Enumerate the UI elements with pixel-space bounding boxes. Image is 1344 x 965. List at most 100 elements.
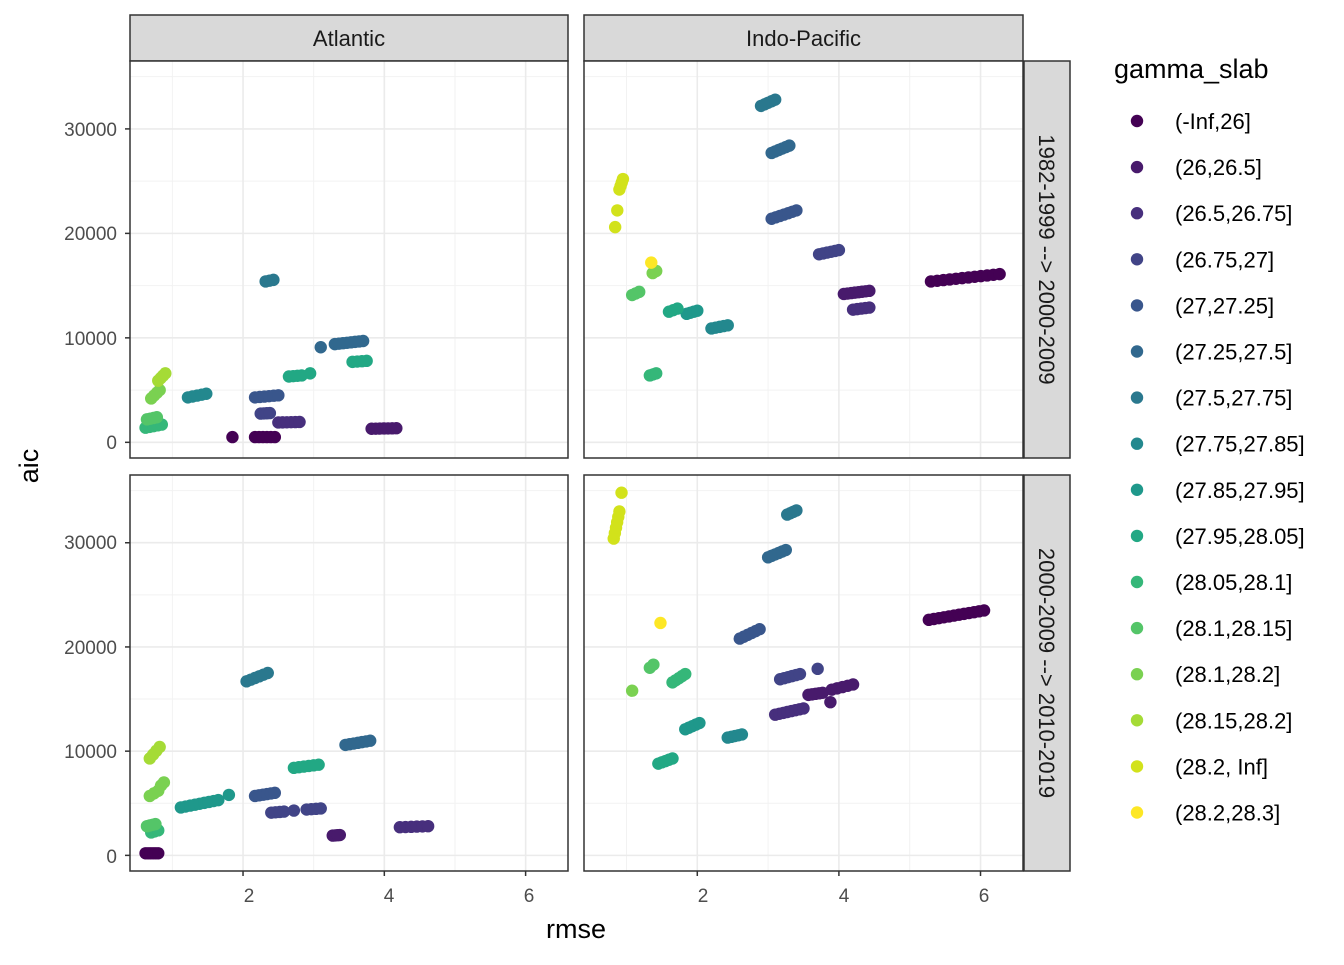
data-point-(26.5,26.75]: [797, 702, 810, 715]
y-tick-label-0-row-1: 0: [106, 433, 117, 454]
data-point-(27.85,27.95]: [691, 304, 704, 317]
panel-background: [130, 475, 568, 871]
legend-label: (-Inf,26]: [1175, 109, 1251, 134]
legend-item: (27.5,27.75]: [1130, 386, 1292, 411]
legend-item: (27.75,27.85]: [1130, 432, 1305, 457]
data-point-(26,26.5]: [824, 695, 837, 709]
data-point-(27.95,28.05]: [312, 758, 325, 771]
legend-key-dot: [1130, 160, 1144, 174]
data-point-(27.85,27.95]: [212, 793, 225, 807]
data-point-(28.1,28.2]: [157, 776, 171, 789]
data-point-(28.1,28.15]: [150, 411, 164, 424]
data-point-(26,26.5]: [863, 284, 876, 298]
data-point-(28.1,28.2]: [625, 684, 639, 697]
legend-items: (-Inf,26] (26,26.5] (26.5,26.75] (26.75,27]…: [1130, 109, 1305, 826]
legend-item: (28.1,28.2]: [1130, 662, 1280, 687]
data-point-(27.5,27.75]: [768, 93, 782, 106]
data-point-(26.75,27]: [811, 662, 824, 676]
data-point-(26.75,27]: [832, 243, 846, 257]
legend-key-dot: [1130, 207, 1144, 220]
legend-item: (27.85,27.95]: [1130, 478, 1305, 503]
legend-item: (27,27.25]: [1130, 293, 1274, 318]
data-point-(27.25,27.5]: [363, 734, 377, 747]
panel-indo-pacific-row-2: [583, 474, 1024, 876]
panel-border: [583, 474, 1024, 872]
x-tick-label-4-atlantic: 4: [384, 886, 395, 907]
data-point-(28.2,28.3]: [645, 256, 658, 269]
data-point-(27.95,28.05]: [666, 752, 679, 765]
data-point-(27,27.25]: [753, 623, 766, 636]
data-point-(-Inf,26]: [993, 267, 1006, 281]
legend-key-dot: [1130, 114, 1144, 128]
data-point-(28.2, Inf]: [611, 204, 624, 217]
legend-key-dot: [1130, 668, 1144, 681]
x-axis-ticks-atlantic: 2 4 6: [244, 886, 535, 907]
legend-label: (26,26.5]: [1175, 155, 1262, 180]
legend-item: (28.05,28.1]: [1130, 570, 1292, 595]
data-point-(27.5,27.75]: [261, 666, 274, 680]
legend-key-dot: [1130, 621, 1144, 635]
data-point-(26.75,27]: [287, 804, 301, 817]
legend-item: (26.5,26.75]: [1130, 201, 1292, 226]
y-tick-label-30000-row-2: 30000: [64, 533, 117, 554]
x-tick-label-6-atlantic: 6: [524, 886, 535, 907]
data-point-(-Inf,26]: [226, 430, 239, 444]
data-point-(26.75,27]: [277, 805, 291, 818]
y-tick-label-0-row-2: 0: [106, 847, 117, 868]
data-point-(28.2, Inf]: [613, 505, 626, 518]
data-point-(27,27.25]: [790, 204, 803, 217]
data-point-(26.5,26.75]: [421, 819, 435, 833]
legend-label: (28.1,28.15]: [1175, 616, 1292, 641]
legend-label: (27.5,27.75]: [1175, 386, 1292, 411]
legend-label: (27,27.25]: [1175, 293, 1274, 318]
column-strip-atlantic: Atlantic: [129, 14, 569, 62]
legend-key-dot: [1130, 806, 1144, 819]
data-point-(28.15,28.2]: [153, 740, 166, 754]
y-tick-label-20000-row-1: 20000: [64, 224, 117, 245]
column-strip-indo-pacific: Indo-Pacific: [583, 14, 1024, 62]
legend-label: (27.85,27.95]: [1175, 478, 1305, 503]
legend-label: (28.15,28.2]: [1175, 708, 1292, 733]
data-point-(28.15,28.2]: [159, 367, 172, 380]
panel-border: [129, 60, 569, 459]
data-point-(27.75,27.85]: [721, 319, 734, 332]
y-tick-label-10000-row-2: 10000: [64, 742, 117, 763]
data-point-(28.2,28.3]: [654, 616, 667, 630]
y-tick-label-30000-row-1: 30000: [64, 120, 117, 141]
legend-key-dot: [1130, 575, 1144, 589]
legend-label: (27.75,27.85]: [1175, 432, 1305, 457]
row-strip-period-1: 1982-1999 --> 2000-2009: [1023, 60, 1071, 459]
panel-background: [584, 61, 1023, 458]
data-point-(28.05,28.1]: [679, 667, 692, 681]
data-point-(27.95,28.05]: [303, 367, 317, 380]
data-point-(27.25,27.5]: [356, 334, 370, 348]
data-point-(26.75,27]: [793, 667, 807, 681]
panel-border: [129, 474, 569, 872]
data-point-(26.75,27]: [314, 802, 327, 815]
legend-item: (28.15,28.2]: [1130, 708, 1292, 733]
panel-indo-pacific-row-1: [583, 60, 1024, 459]
data-point-(28.1,28.15]: [647, 658, 660, 671]
data-point-(28.2, Inf]: [616, 172, 630, 186]
legend-item: (-Inf,26]: [1130, 109, 1251, 134]
strip-label-period-1: 1982-1999 --> 2000-2009: [1034, 134, 1059, 384]
data-point-(26,26.5]: [390, 422, 403, 435]
y-axis-ticks-row-2: 0 10000 20000 30000: [64, 533, 117, 868]
strip-label-indo-pacific: Indo-Pacific: [746, 26, 861, 51]
legend-label: (26.75,27]: [1175, 247, 1274, 272]
data-point-(27.85,27.95]: [693, 716, 706, 730]
legend-title: gamma_slab: [1114, 54, 1269, 84]
legend-key-dot: [1130, 437, 1144, 450]
data-point-(28.1,28.2]: [153, 383, 166, 397]
legend-key-dot: [1130, 345, 1144, 358]
legend-label: (28.2, Inf]: [1175, 754, 1268, 779]
legend-label: (28.2,28.3]: [1175, 801, 1280, 826]
panel-atlantic-row-2: [125, 474, 569, 876]
data-point-(-Inf,26]: [977, 604, 991, 617]
legend-key-dot: [1130, 391, 1144, 404]
data-point-(-Inf,26]: [152, 847, 165, 860]
y-axis-ticks-row-1: 0 10000 20000 30000: [64, 120, 117, 454]
data-point-(27,27.25]: [272, 389, 285, 402]
data-point-(26,26.5]: [846, 678, 860, 691]
